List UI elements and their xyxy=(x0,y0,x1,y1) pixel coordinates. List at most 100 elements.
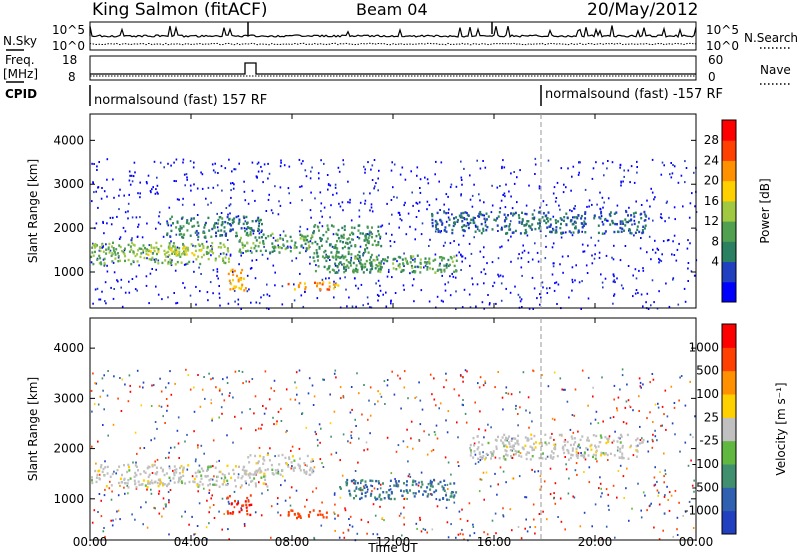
heatmap-cell xyxy=(363,239,366,242)
heatmap-cell xyxy=(251,189,254,192)
heatmap-cell xyxy=(429,238,431,241)
heatmap-cell xyxy=(531,448,534,452)
heatmap-cell xyxy=(369,271,371,274)
heatmap-cell xyxy=(156,470,159,474)
heatmap-cell xyxy=(139,181,141,184)
heatmap-cell xyxy=(448,498,450,501)
heatmap-cell xyxy=(621,452,624,455)
heatmap-cell xyxy=(571,449,574,452)
heatmap-cell xyxy=(330,224,333,227)
heatmap-cell xyxy=(405,259,408,262)
heatmap-cell xyxy=(270,536,272,539)
heatmap-cell xyxy=(132,250,135,253)
heatmap-cell xyxy=(165,386,167,389)
heatmap-cell xyxy=(358,392,360,395)
heatmap-cell xyxy=(617,470,620,472)
heatmap-cell xyxy=(692,436,694,439)
heatmap-cell xyxy=(395,450,398,453)
heatmap-cell xyxy=(299,185,301,188)
heatmap-cell xyxy=(479,459,482,462)
heatmap-cell xyxy=(426,178,429,181)
heatmap-cell xyxy=(429,484,432,488)
heatmap-cell xyxy=(358,209,361,212)
heatmap-cell xyxy=(266,293,269,296)
heatmap-cell xyxy=(527,438,530,441)
heatmap-cell xyxy=(555,281,558,284)
heatmap-cell xyxy=(671,422,674,425)
heatmap-cell xyxy=(584,211,587,214)
heatmap-cell xyxy=(600,215,603,218)
heatmap-cell xyxy=(386,275,389,278)
heatmap-cell xyxy=(565,223,568,227)
heatmap-cell xyxy=(255,249,258,253)
heatmap-cell xyxy=(608,435,611,438)
heatmap-cell xyxy=(305,470,308,473)
heatmap-cell xyxy=(398,211,401,214)
heatmap-cell xyxy=(206,291,209,294)
y-tick-label: 4000 xyxy=(53,133,84,147)
heatmap-cell xyxy=(334,255,337,258)
heatmap-cell xyxy=(624,218,627,221)
heatmap-cell xyxy=(134,431,137,434)
heatmap-cell xyxy=(563,440,566,443)
heatmap-cell xyxy=(266,257,269,260)
heatmap-cell xyxy=(223,474,226,477)
heatmap-cell xyxy=(214,171,217,174)
heatmap-cell xyxy=(229,253,232,256)
heatmap-cell xyxy=(186,178,188,181)
heatmap-cell xyxy=(555,229,558,232)
heatmap-cell xyxy=(155,188,157,191)
heatmap-cell xyxy=(157,247,160,251)
heatmap-cell xyxy=(558,204,560,207)
heatmap-cell xyxy=(139,255,142,259)
heatmap-cell xyxy=(193,386,195,389)
heatmap-cell xyxy=(423,261,426,264)
heatmap-cell xyxy=(202,245,205,248)
heatmap-cell xyxy=(426,486,429,489)
heatmap-cell xyxy=(240,287,242,291)
heatmap-cell xyxy=(148,244,151,247)
heatmap-cell xyxy=(263,459,266,462)
heatmap-cell xyxy=(231,270,234,273)
heatmap-cell xyxy=(359,201,362,204)
heatmap-cell xyxy=(235,234,237,238)
heatmap-cell xyxy=(355,425,357,427)
heatmap-cell xyxy=(369,263,372,267)
heatmap-cell xyxy=(358,215,361,218)
colorbar-tick-label: -500 xyxy=(692,480,719,494)
heatmap-cell xyxy=(442,300,444,303)
heatmap-cell xyxy=(264,468,267,472)
heatmap-cell xyxy=(246,231,249,235)
heatmap-cell xyxy=(379,487,382,490)
freq-tick-bottom: 8 xyxy=(68,70,76,84)
heatmap-cell xyxy=(119,518,121,521)
heatmap-cell xyxy=(389,245,392,248)
cpid-label: CPID xyxy=(5,87,37,101)
heatmap-cell xyxy=(284,234,287,237)
heatmap-cell xyxy=(588,199,591,202)
heatmap-cell xyxy=(246,249,249,253)
heatmap-cell xyxy=(658,538,661,541)
heatmap-cell xyxy=(563,451,566,455)
heatmap-cell xyxy=(607,459,609,461)
heatmap-cell xyxy=(103,232,105,235)
heatmap-cell xyxy=(559,217,562,220)
heatmap-cell xyxy=(341,226,344,230)
heatmap-cell xyxy=(357,287,360,290)
heatmap-cell xyxy=(141,236,144,239)
heatmap-cell xyxy=(335,192,338,195)
heatmap-cell xyxy=(446,498,449,501)
heatmap-cell xyxy=(413,495,416,498)
x-tick-label: 00:00 xyxy=(679,535,714,549)
heatmap-cell xyxy=(197,235,200,238)
heatmap-cell xyxy=(595,454,597,457)
heatmap-cell xyxy=(528,426,530,429)
heatmap-cell xyxy=(636,444,639,447)
heatmap-cell xyxy=(158,492,160,495)
heatmap-cell xyxy=(517,450,520,453)
heatmap-cell xyxy=(313,536,315,539)
heatmap-cell xyxy=(225,483,228,487)
heatmap-cell xyxy=(562,191,565,194)
heatmap-cell xyxy=(153,246,155,250)
heatmap-cell xyxy=(113,196,115,199)
